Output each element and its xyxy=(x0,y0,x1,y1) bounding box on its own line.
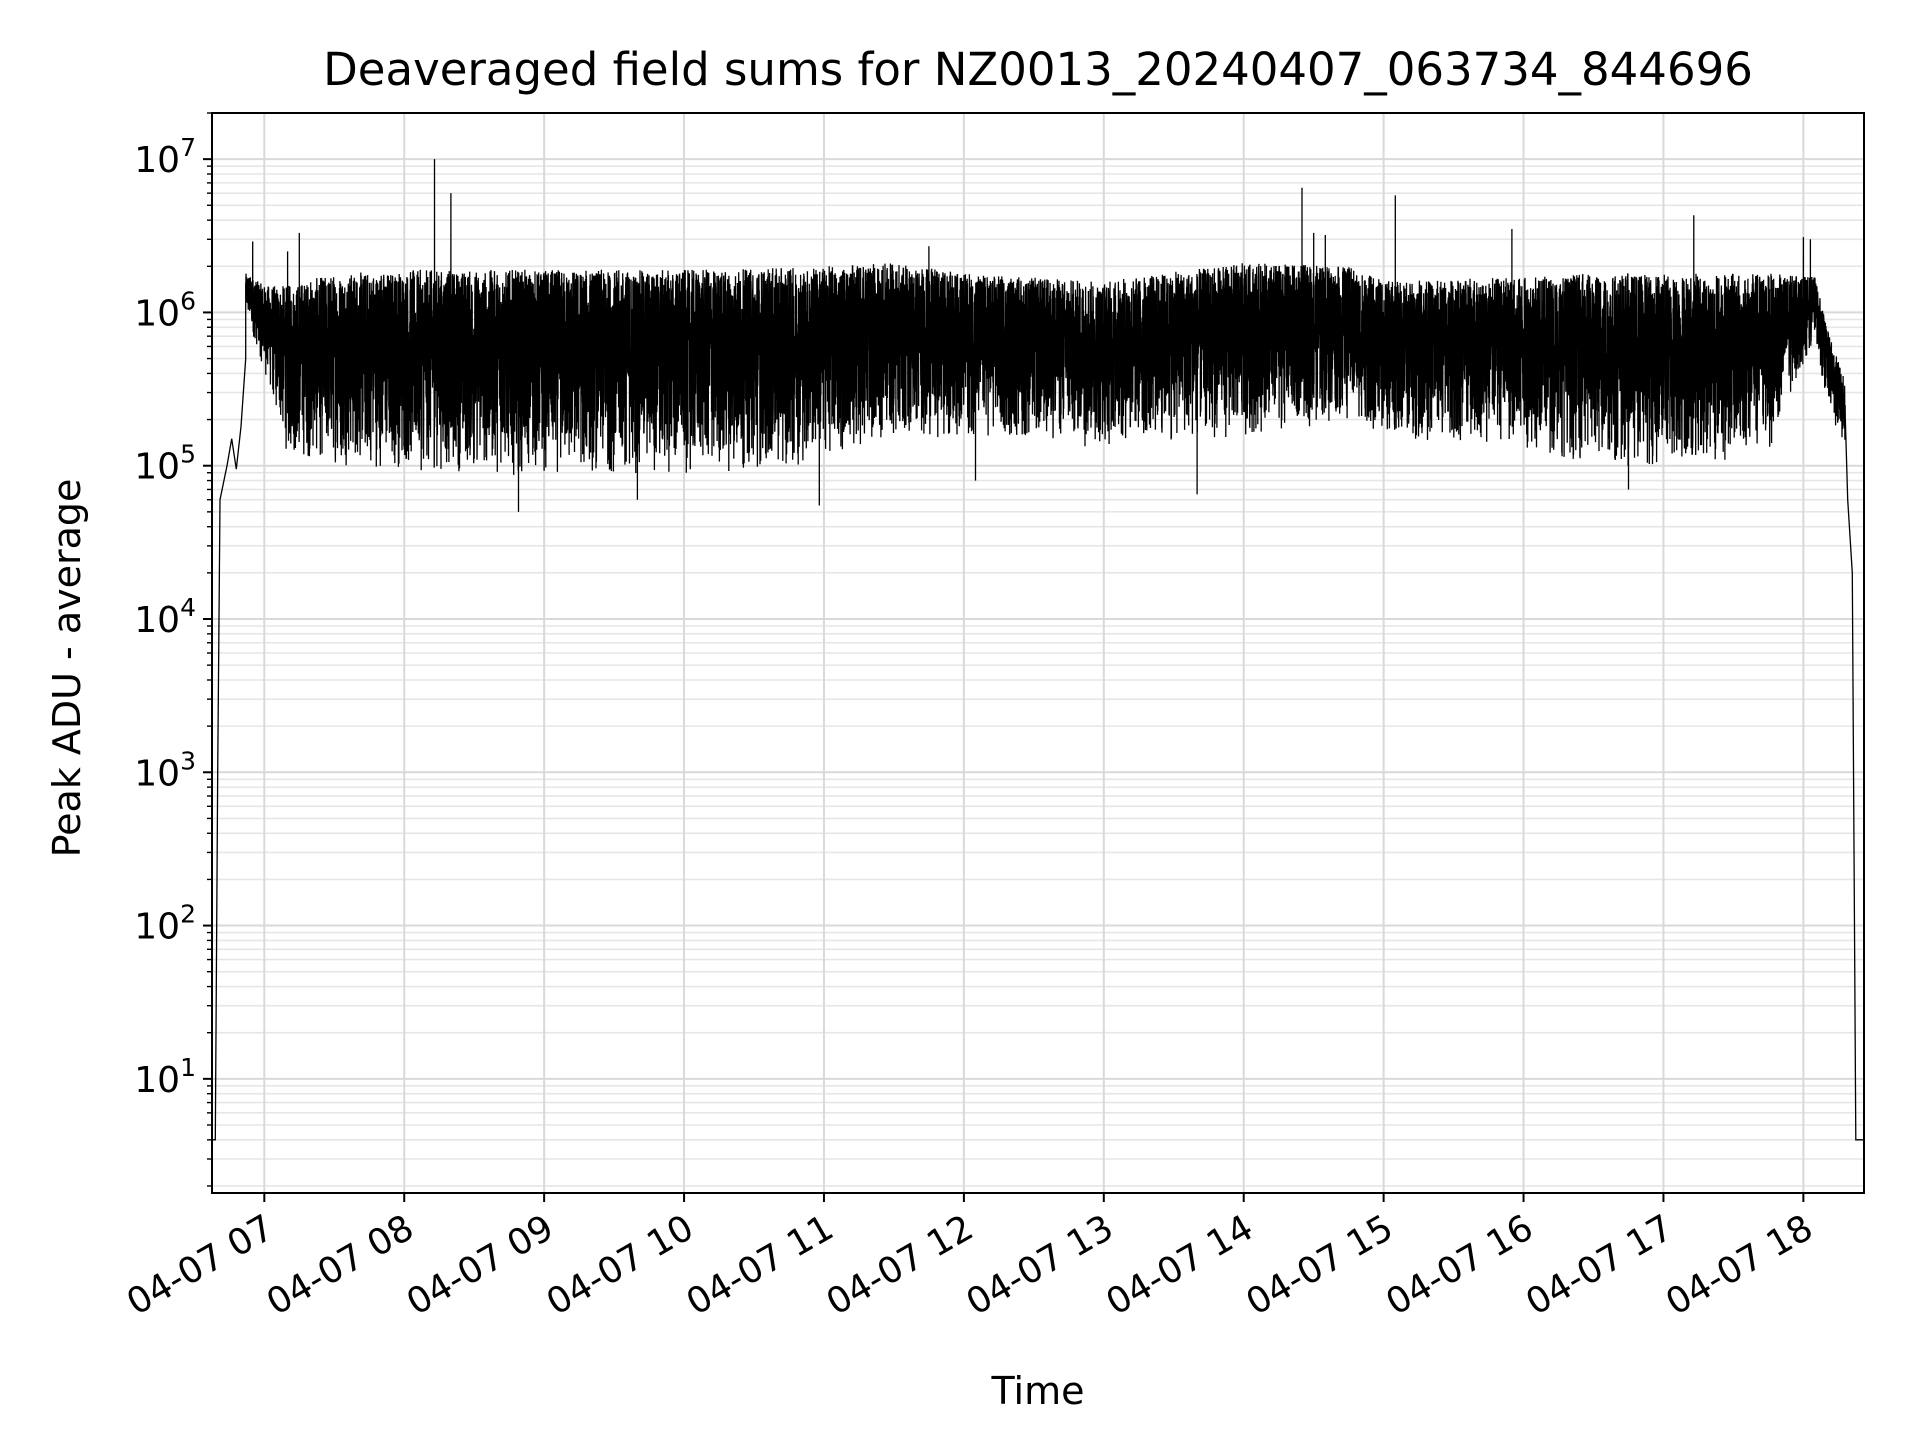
y-tick-label: 101 xyxy=(134,1053,196,1101)
y-tick-label: 105 xyxy=(134,440,196,488)
plot-area xyxy=(212,159,1864,1141)
y-axis-label: Peak ADU - average xyxy=(45,479,89,858)
x-axis-label: Time xyxy=(991,1369,1085,1413)
y-tick-label: 103 xyxy=(134,746,196,794)
y-tick-label: 102 xyxy=(134,900,196,948)
chart-title: Deaveraged field sums for NZ0013_2024040… xyxy=(323,43,1753,96)
series-line xyxy=(212,159,1864,1141)
y-tick-label: 107 xyxy=(134,133,196,181)
y-axis-ticks: 101 102 103 104 105 106 107 xyxy=(134,112,212,1187)
y-tick-label: 104 xyxy=(134,593,196,641)
y-tick-label: 106 xyxy=(134,286,196,334)
grid-lines xyxy=(212,112,1864,1193)
